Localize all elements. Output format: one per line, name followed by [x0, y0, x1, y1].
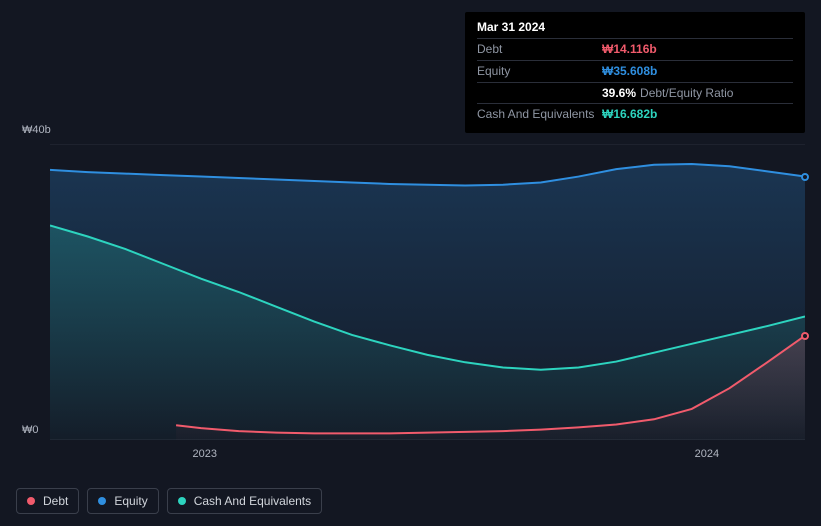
legend-item-equity[interactable]: Equity — [87, 488, 158, 514]
legend-item-cash[interactable]: Cash And Equivalents — [167, 488, 322, 514]
tooltip-date: Mar 31 2024 — [477, 20, 793, 38]
legend-label: Debt — [43, 494, 68, 508]
tooltip-row-label — [477, 85, 602, 102]
y-axis-label-max: ₩40b — [22, 124, 51, 136]
plot-area — [50, 144, 805, 440]
legend-swatch-cash — [178, 497, 186, 505]
tooltip-row-value: 39.6%Debt/Equity Ratio — [602, 85, 733, 102]
tooltip-row: Equity₩35.608b — [477, 60, 793, 82]
series-end-marker — [801, 173, 809, 181]
legend-label: Cash And Equivalents — [194, 494, 311, 508]
tooltip-row-label: Debt — [477, 41, 602, 58]
chart-container: ₩40b ₩0 2023 2024 — [16, 124, 805, 476]
tooltip-row-value: ₩16.682b — [602, 106, 657, 123]
tooltip-row-label: Equity — [477, 63, 602, 80]
tooltip-row-label: Cash And Equivalents — [477, 106, 602, 123]
x-axis-label: 2023 — [193, 448, 217, 460]
tooltip-row: 39.6%Debt/Equity Ratio — [477, 82, 793, 104]
x-axis-label: 2024 — [695, 448, 719, 460]
y-axis-label-min: ₩0 — [22, 424, 39, 436]
legend-item-debt[interactable]: Debt — [16, 488, 79, 514]
legend-swatch-equity — [98, 497, 106, 505]
tooltip-row-value: ₩14.116b — [602, 41, 657, 58]
legend-swatch-debt — [27, 497, 35, 505]
tooltip-row-value: ₩35.608b — [602, 63, 657, 80]
tooltip-row-extra: Debt/Equity Ratio — [640, 86, 733, 100]
legend-label: Equity — [114, 494, 147, 508]
legend: Debt Equity Cash And Equivalents — [16, 488, 322, 514]
series-end-marker — [801, 332, 809, 340]
tooltip-row: Debt₩14.116b — [477, 38, 793, 60]
summary-tooltip: Mar 31 2024 Debt₩14.116bEquity₩35.608b39… — [465, 12, 805, 133]
tooltip-row: Cash And Equivalents₩16.682b — [477, 103, 793, 125]
